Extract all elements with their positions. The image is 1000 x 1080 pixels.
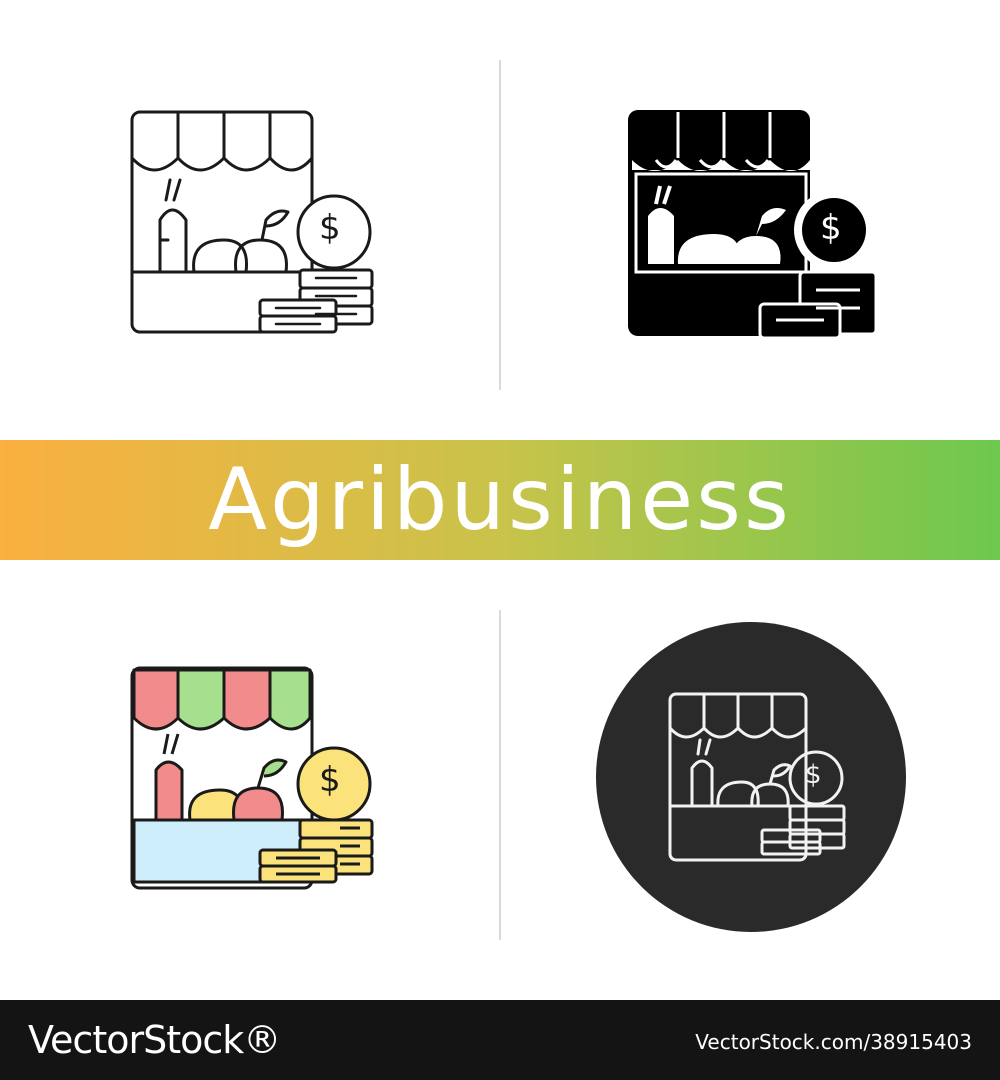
footer-image-id: VectorStock.com/38915403 [695,1030,972,1054]
linear-market-stall-icon: $ [120,100,390,350]
color-market-stall-icon: $ [120,660,390,910]
footer-logo: VectorStock® [28,1018,281,1062]
glyph-market-stall-icon: $ [620,100,890,350]
coin-dollar-symbol: $ [319,208,341,248]
coin-dollar-symbol: $ [805,760,822,790]
divider-bottom [499,610,501,940]
banner-title: Agribusiness [208,450,792,550]
title-banner: Agribusiness [0,440,1000,560]
coin-dollar-symbol: $ [820,208,842,248]
coin-dollar-symbol: $ [319,760,341,800]
chalk-market-stall-icon: $ [596,622,906,932]
divider-top [499,60,501,390]
footer-bar: VectorStock® VectorStock.com/38915403 [0,1000,1000,1080]
